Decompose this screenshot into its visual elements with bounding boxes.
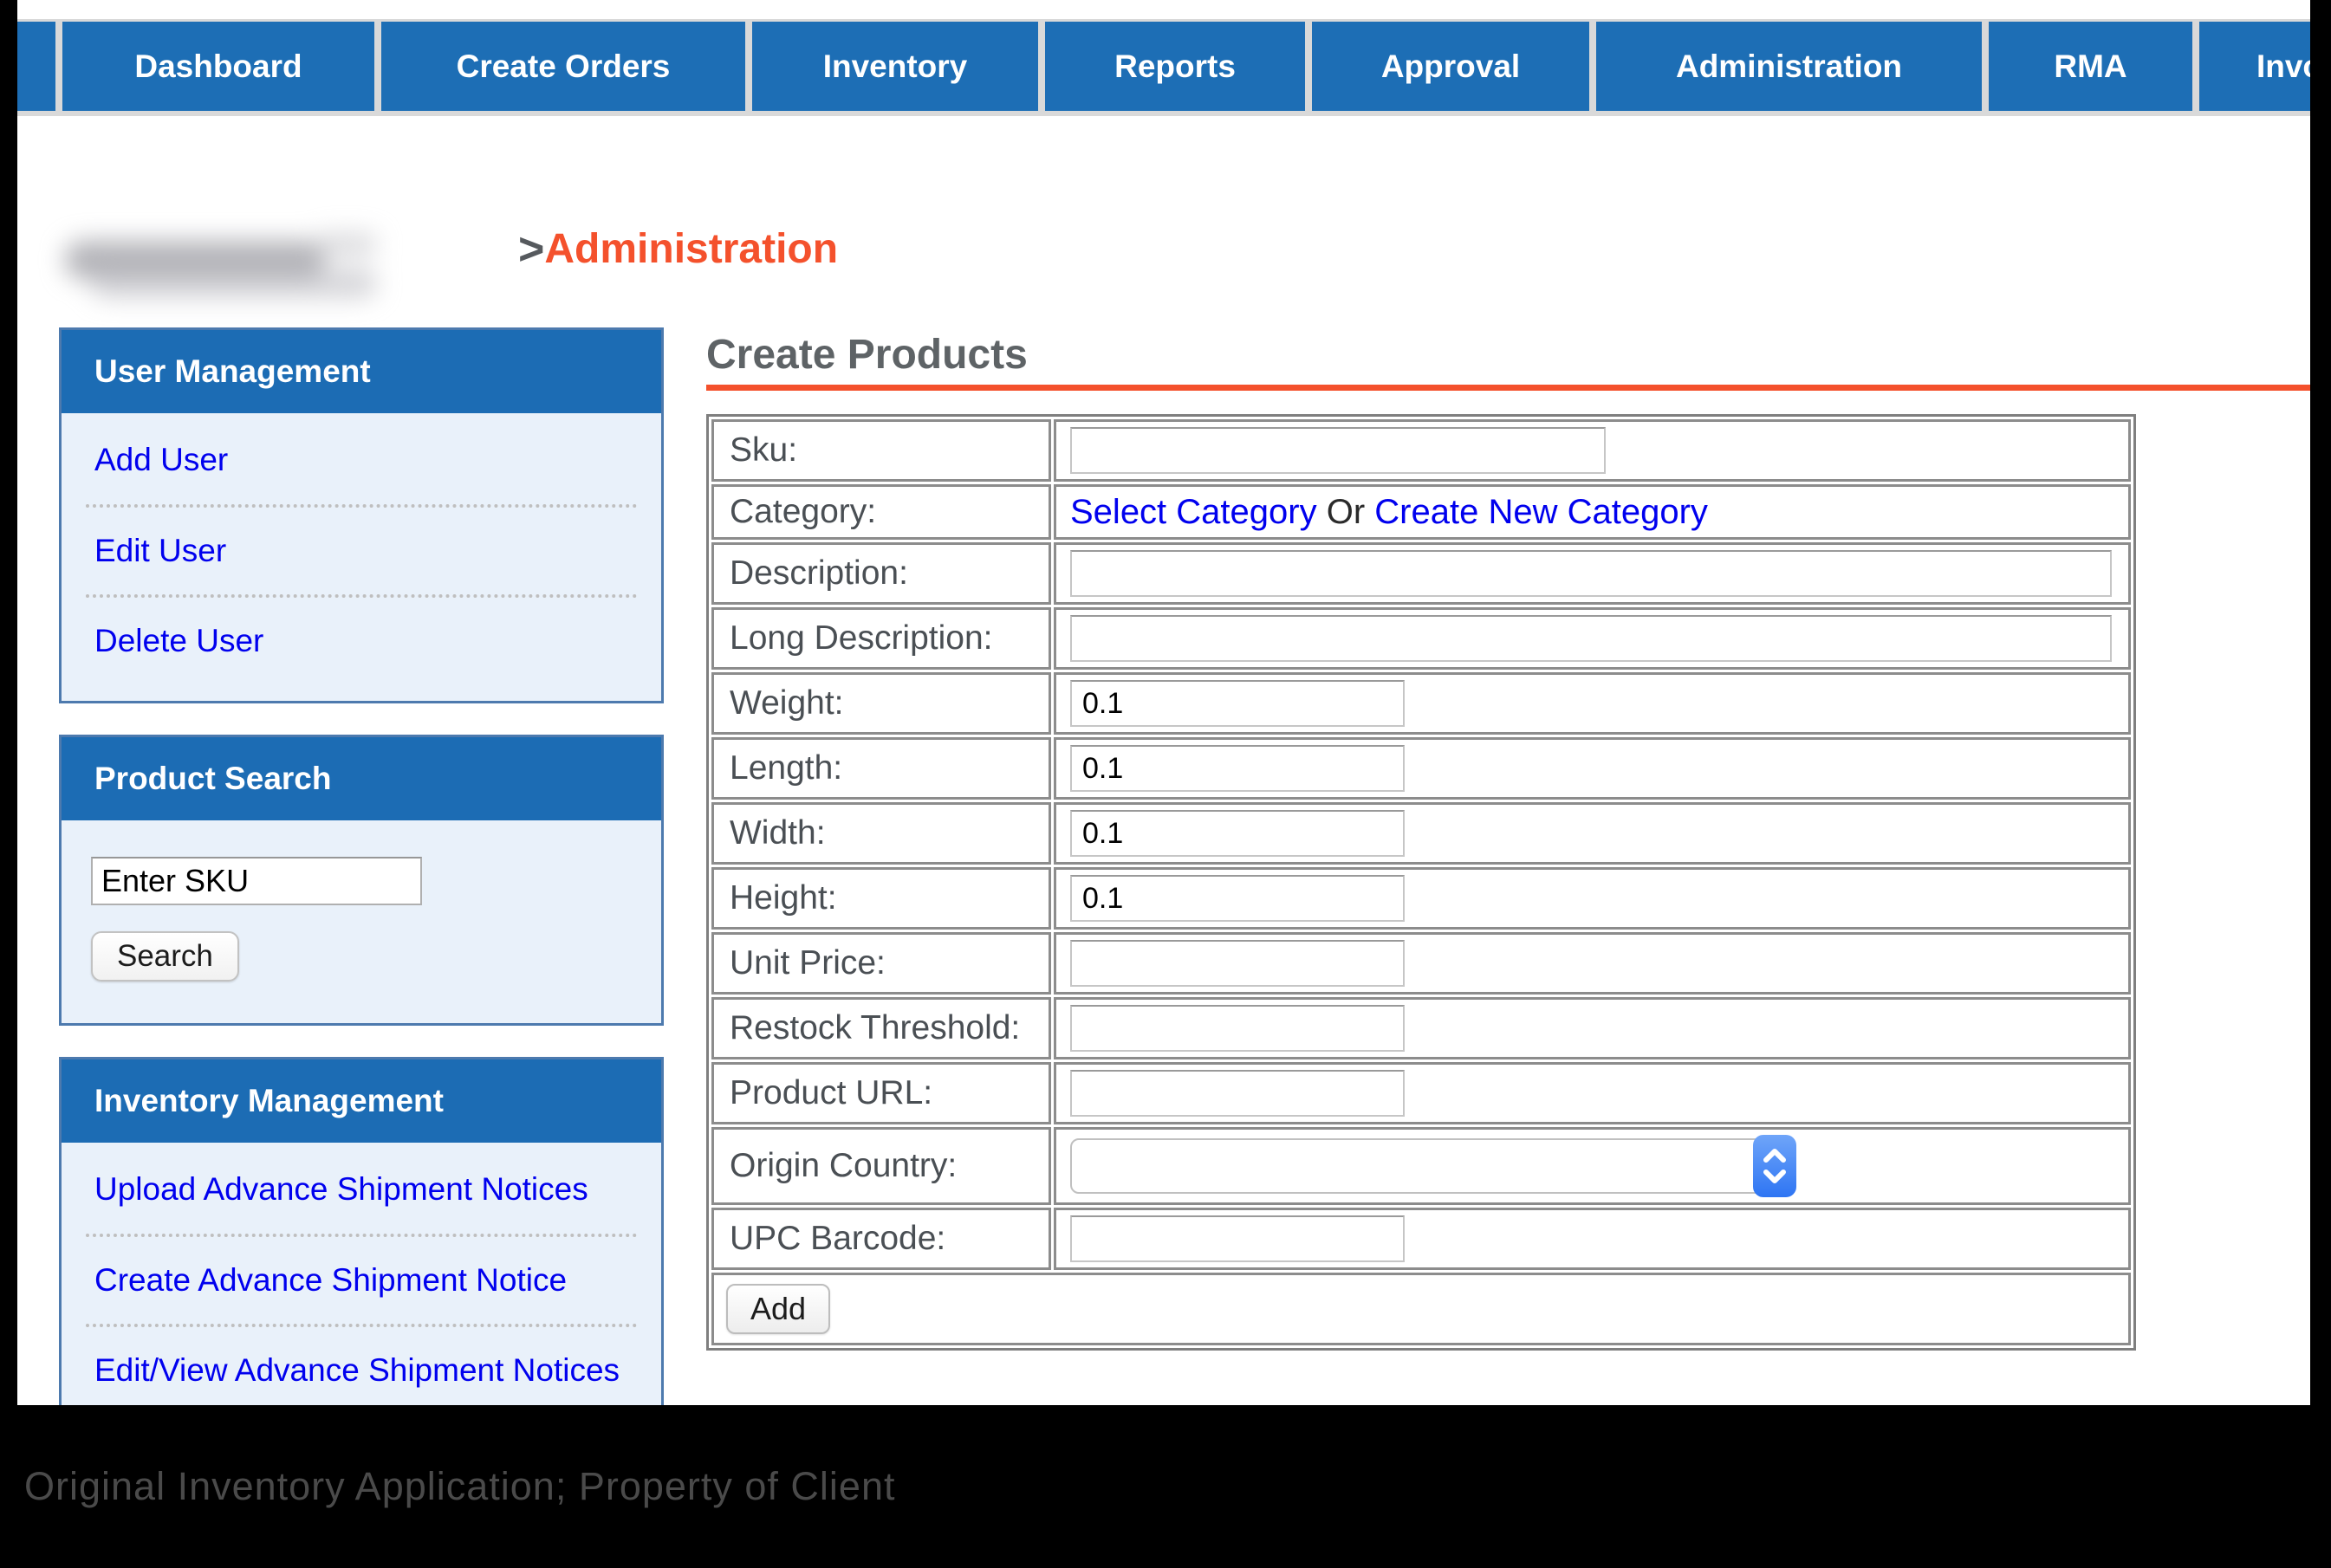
sidebar-link-edit-user[interactable]: Edit User: [94, 532, 227, 568]
weight-input[interactable]: [1070, 680, 1405, 727]
category-joiner: Or: [1326, 492, 1366, 531]
unit-price-input[interactable]: [1070, 940, 1405, 987]
unit-price-label: Unit Price:: [711, 932, 1051, 995]
form-row-unit-price: Unit Price:: [711, 932, 2131, 995]
long-description-input[interactable]: [1070, 615, 2112, 662]
product-url-label: Product URL:: [711, 1062, 1051, 1124]
sidebar: User Management Add User Edit User Delet…: [59, 327, 664, 1405]
form-row-category: Category: Select Category Or Create New …: [711, 484, 2131, 540]
width-label: Width:: [711, 802, 1051, 865]
breadcrumb-separator: >: [518, 224, 545, 275]
divider: [85, 1324, 638, 1328]
origin-country-label: Origin Country:: [711, 1127, 1051, 1205]
sidebar-link-add-user[interactable]: Add User: [94, 442, 229, 477]
form-row-description: Description:: [711, 542, 2131, 605]
description-label: Description:: [711, 542, 1051, 605]
app-window: Dashboard Create Orders Inventory Report…: [17, 0, 2310, 1405]
redacted-logo: [56, 217, 386, 308]
form-row-upc-barcode: UPC Barcode:: [711, 1208, 2131, 1270]
breadcrumb: >Administration: [518, 224, 838, 275]
nav-tab-dashboard[interactable]: Dashboard: [62, 22, 374, 111]
panel-inventory-management-title: Inventory Management: [62, 1059, 661, 1144]
nav-tab-approval[interactable]: Approval: [1312, 22, 1589, 111]
description-input[interactable]: [1070, 550, 2112, 597]
length-input[interactable]: [1070, 745, 1405, 792]
sku-search-input[interactable]: [91, 857, 422, 906]
height-label: Height:: [711, 867, 1051, 930]
footer-watermark: Original Inventory Application; Property…: [24, 1464, 896, 1508]
sku-label: Sku:: [711, 419, 1051, 482]
divider: [85, 594, 638, 599]
form-row-length: Length:: [711, 737, 2131, 800]
panel-product-search-title: Product Search: [62, 737, 661, 821]
form-row-product-url: Product URL:: [711, 1062, 2131, 1124]
divider: [85, 1233, 638, 1237]
length-label: Length:: [711, 737, 1051, 800]
form-row-height: Height:: [711, 867, 2131, 930]
panel-inventory-management: Inventory Management Upload Advance Ship…: [59, 1057, 664, 1405]
nav-tab-administration[interactable]: Administration: [1596, 22, 1982, 111]
upc-barcode-input[interactable]: [1070, 1215, 1405, 1262]
form-row-long-description: Long Description:: [711, 607, 2131, 670]
form-row-origin-country: Origin Country:: [711, 1127, 2131, 1205]
height-input[interactable]: [1070, 875, 1405, 922]
weight-label: Weight:: [711, 672, 1051, 735]
sku-input[interactable]: [1070, 427, 1606, 474]
page-breadcrumb-current: Administration: [544, 226, 839, 272]
top-nav: Dashboard Create Orders Inventory Report…: [17, 19, 2310, 116]
panel-product-search: Product Search Search: [59, 735, 664, 1027]
category-label: Category:: [711, 484, 1051, 540]
width-input[interactable]: [1070, 810, 1405, 857]
nav-tab-invoices[interactable]: Invoices: [2199, 22, 2310, 111]
nav-tab-inventory[interactable]: Inventory: [752, 22, 1038, 111]
form-row-sku: Sku:: [711, 419, 2131, 482]
create-new-category-link[interactable]: Create New Category: [1374, 492, 1708, 531]
nav-tab-partial[interactable]: [17, 22, 55, 111]
product-url-input[interactable]: [1070, 1070, 1405, 1117]
panel-user-management-title: User Management: [62, 330, 661, 413]
divider: [85, 503, 638, 508]
restock-threshold-label: Restock Threshold:: [711, 997, 1051, 1059]
origin-country-select[interactable]: [1070, 1135, 1796, 1197]
select-stepper-icon: [1753, 1135, 1796, 1197]
search-button[interactable]: Search: [91, 931, 239, 982]
nav-tab-reports[interactable]: Reports: [1045, 22, 1305, 111]
form-row-submit: Add: [711, 1273, 2131, 1345]
long-description-label: Long Description:: [711, 607, 1051, 670]
title-underline: [706, 385, 2310, 391]
select-category-link[interactable]: Select Category: [1070, 492, 1317, 531]
nav-tab-create-orders[interactable]: Create Orders: [381, 22, 745, 111]
create-products-form: Sku: Category: Select Category Or Create…: [706, 414, 2136, 1351]
add-button[interactable]: Add: [726, 1284, 831, 1334]
form-row-restock-threshold: Restock Threshold:: [711, 997, 2131, 1059]
nav-tab-rma[interactable]: RMA: [1989, 22, 2192, 111]
sidebar-link-create-asn[interactable]: Create Advance Shipment Notice: [94, 1261, 568, 1298]
sidebar-link-delete-user[interactable]: Delete User: [94, 623, 264, 659]
panel-user-management: User Management Add User Edit User Delet…: [59, 327, 664, 704]
sidebar-link-edit-view-asn[interactable]: Edit/View Advance Shipment Notices: [94, 1352, 620, 1389]
page-title: Create Products: [706, 332, 1028, 378]
sidebar-link-upload-asn[interactable]: Upload Advance Shipment Notices: [94, 1171, 588, 1208]
restock-threshold-input[interactable]: [1070, 1005, 1405, 1052]
form-row-width: Width:: [711, 802, 2131, 865]
form-row-weight: Weight:: [711, 672, 2131, 735]
upc-barcode-label: UPC Barcode:: [711, 1208, 1051, 1270]
